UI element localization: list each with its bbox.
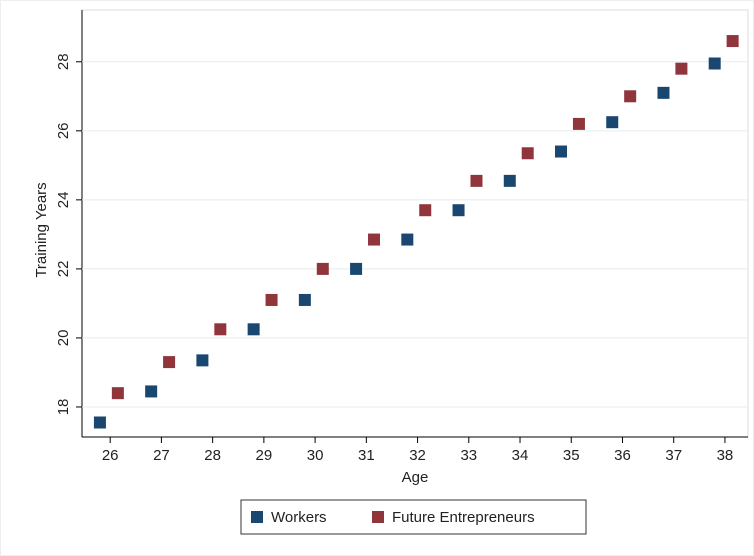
point bbox=[572, 117, 585, 130]
point bbox=[708, 57, 721, 70]
x-tick-label: 34 bbox=[512, 447, 529, 464]
y-tick-label: 26 bbox=[55, 122, 72, 139]
legend-label: Future Entrepreneurs bbox=[392, 509, 535, 526]
x-tick-label: 28 bbox=[204, 447, 221, 464]
point bbox=[470, 174, 483, 187]
x-tick-label: 31 bbox=[358, 447, 375, 464]
y-tick-label: 24 bbox=[55, 192, 72, 209]
y-tick-label: 18 bbox=[55, 399, 72, 416]
y-tick-label: 20 bbox=[55, 330, 72, 347]
point bbox=[265, 293, 278, 306]
point bbox=[145, 385, 158, 398]
point bbox=[401, 233, 414, 246]
point bbox=[316, 262, 329, 275]
point bbox=[452, 204, 465, 217]
point bbox=[606, 116, 619, 129]
y-tick-label: 28 bbox=[55, 53, 72, 70]
point bbox=[657, 86, 670, 99]
x-tick-label: 30 bbox=[307, 447, 324, 464]
legend-label: Workers bbox=[271, 509, 327, 526]
point bbox=[521, 147, 534, 160]
legend-box bbox=[240, 499, 587, 535]
x-tick-label: 38 bbox=[717, 447, 734, 464]
y-axis-label: Training Years bbox=[33, 182, 50, 277]
point bbox=[368, 233, 381, 246]
legend-swatch bbox=[372, 511, 384, 523]
x-tick-label: 29 bbox=[256, 447, 273, 464]
point bbox=[93, 416, 106, 429]
x-tick-label: 36 bbox=[614, 447, 631, 464]
x-tick-label: 37 bbox=[665, 447, 682, 464]
point bbox=[196, 354, 209, 367]
point bbox=[726, 35, 739, 48]
point bbox=[111, 387, 124, 400]
y-tick-label: 22 bbox=[55, 261, 72, 278]
x-tick-label: 32 bbox=[409, 447, 426, 464]
point bbox=[419, 204, 432, 217]
plot-area bbox=[81, 9, 749, 438]
legend-swatch bbox=[251, 511, 263, 523]
point bbox=[247, 323, 260, 336]
point bbox=[163, 356, 176, 369]
point bbox=[675, 62, 688, 75]
point bbox=[214, 323, 227, 336]
x-axis-label: Age bbox=[402, 469, 429, 486]
point bbox=[503, 174, 516, 187]
x-tick-label: 26 bbox=[102, 447, 119, 464]
point bbox=[298, 293, 311, 306]
point bbox=[350, 262, 363, 275]
x-tick-label: 33 bbox=[460, 447, 477, 464]
x-tick-label: 27 bbox=[153, 447, 170, 464]
point bbox=[624, 90, 637, 103]
x-tick-label: 35 bbox=[563, 447, 580, 464]
point bbox=[555, 145, 568, 158]
